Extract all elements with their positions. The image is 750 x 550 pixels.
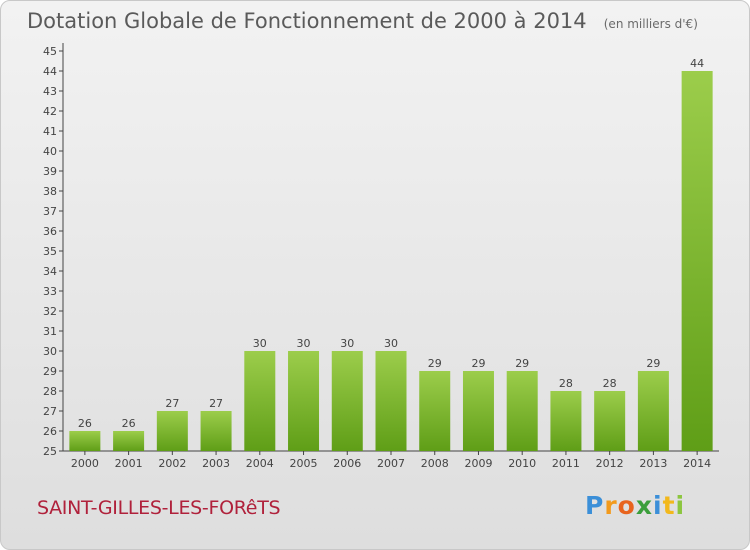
logo-letter: r (604, 491, 618, 520)
y-tick-label: 40 (43, 145, 57, 158)
bar-value-label: 29 (471, 357, 485, 370)
y-tick-label: 34 (43, 265, 57, 278)
y-tick-label: 28 (43, 385, 57, 398)
place-name: SAINT-GILLES-LES-FORêTS (37, 497, 281, 519)
bar-value-label: 44 (690, 57, 704, 70)
x-tick-label: 2014 (683, 457, 711, 470)
bar-value-label: 27 (165, 397, 179, 410)
y-tick-label: 29 (43, 365, 57, 378)
bar (419, 371, 451, 451)
x-tick-label: 2009 (464, 457, 492, 470)
bar (200, 411, 232, 451)
bar (113, 431, 145, 451)
y-tick-label: 32 (43, 305, 57, 318)
x-tick-label: 2011 (552, 457, 580, 470)
x-tick-label: 2013 (639, 457, 667, 470)
bar-value-label: 26 (122, 417, 136, 430)
y-tick-label: 38 (43, 185, 57, 198)
y-tick-label: 42 (43, 105, 57, 118)
bar-value-label: 30 (253, 337, 267, 350)
x-tick-label: 2005 (290, 457, 318, 470)
bar (594, 391, 626, 451)
bar-value-label: 28 (603, 377, 617, 390)
x-tick-label: 2008 (421, 457, 449, 470)
logo-letter: o (617, 491, 636, 520)
y-tick-label: 26 (43, 425, 57, 438)
chart-title: Dotation Globale de Fonctionnement de 20… (27, 9, 587, 33)
logo-letter: x (635, 491, 653, 520)
y-tick-label: 39 (43, 165, 57, 178)
bar (331, 351, 363, 451)
x-tick-label: 2004 (246, 457, 274, 470)
y-tick-label: 41 (43, 125, 57, 138)
y-tick-label: 30 (43, 345, 57, 358)
bar (506, 371, 538, 451)
bar-value-label: 29 (646, 357, 660, 370)
chart-unit: (en milliers d'€) (603, 17, 698, 31)
x-tick-label: 2007 (377, 457, 405, 470)
logo-letter: i (675, 491, 686, 520)
x-tick-label: 2012 (596, 457, 624, 470)
bar (681, 71, 713, 451)
logo-letter: t (662, 491, 676, 520)
bar-value-label: 29 (428, 357, 442, 370)
bar (462, 371, 494, 451)
bar-value-label: 30 (384, 337, 398, 350)
bar-value-label: 26 (78, 417, 92, 430)
y-tick-label: 27 (43, 405, 57, 418)
y-tick-label: 35 (43, 245, 57, 258)
y-tick-label: 45 (43, 45, 57, 58)
axes: 25 26 27 28 29 30 31 32 33 34 35 36 37 38 39 40 41 42 43 44… (43, 43, 719, 470)
x-tick-label: 2001 (115, 457, 143, 470)
value-labels: 26 26 27 27 30 30 30 30 29 29 29 28 28 29 44 (78, 57, 704, 430)
y-tick-label: 25 (43, 445, 57, 458)
x-tick-label: 2010 (508, 457, 536, 470)
bar-value-label: 27 (209, 397, 223, 410)
logo-letter: P (585, 491, 605, 520)
y-tick-label: 44 (43, 65, 57, 78)
bar-value-label: 30 (340, 337, 354, 350)
bar (375, 351, 407, 451)
bars (69, 71, 713, 451)
bar (288, 351, 320, 451)
bar-value-label: 29 (515, 357, 529, 370)
bar (156, 411, 188, 451)
bar (69, 431, 101, 451)
bar-value-label: 30 (297, 337, 311, 350)
y-tick-label: 33 (43, 285, 57, 298)
title-row: Dotation Globale de Fonctionnement de 20… (27, 9, 698, 33)
x-tick-label: 2006 (333, 457, 361, 470)
y-tick-label: 36 (43, 225, 57, 238)
bar (550, 391, 582, 451)
y-tick-label: 43 (43, 85, 57, 98)
bar (637, 371, 669, 451)
logo-letter: i (653, 491, 663, 520)
y-tick-label: 37 (43, 205, 57, 218)
proxiti-logo: Proxiti (585, 491, 685, 520)
bar (244, 351, 276, 451)
x-tick-label: 2000 (71, 457, 99, 470)
bar-value-label: 28 (559, 377, 573, 390)
x-tick-label: 2003 (202, 457, 230, 470)
x-tick-label: 2002 (158, 457, 186, 470)
y-tick-label: 31 (43, 325, 57, 338)
